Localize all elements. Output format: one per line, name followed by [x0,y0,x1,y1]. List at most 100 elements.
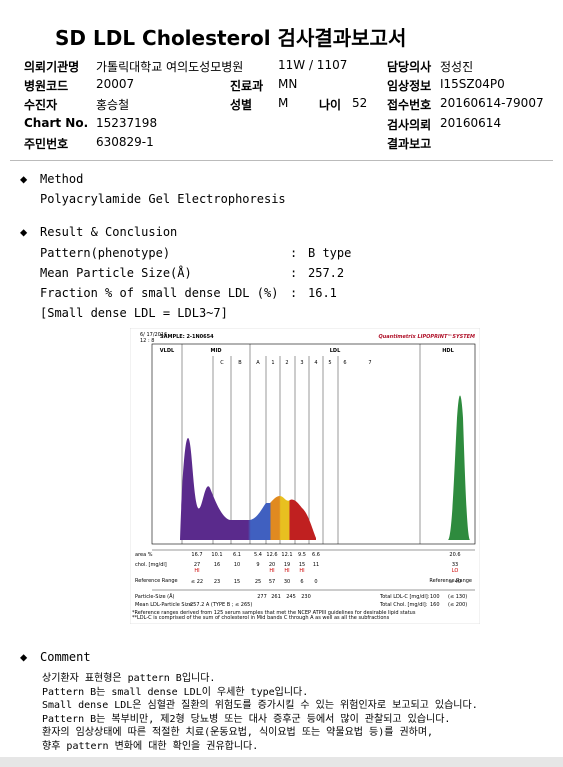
field-value: M [278,96,289,110]
comment-line: 환자의 임상상태에 따른 적절한 치료(운동요법, 식이요법 또는 약물요법 등… [42,727,434,738]
ldl-profile [180,438,316,540]
area-value: 10.1 [211,552,222,558]
total: 160 [430,602,440,608]
comment-line: Small dense LDL은 심혈관 질환의 위험도를 증가시킬 수 있는 … [42,700,478,711]
field-label: 주민번호 [24,137,69,151]
field-label: 검사의뢰 [387,118,432,132]
particle-value: 277 [257,594,267,600]
field-label: 진료과 [230,79,264,93]
area-value: 9.5 [298,552,306,558]
result-value: B type [308,246,352,260]
date: 6/ 17/2016 [140,332,167,338]
field-value: 630829-1 [96,135,154,149]
comment-line: Pattern B는 복부비만, 제2형 당뇨병 또는 대사 증후군 등에서 많… [42,713,451,725]
row-label: Particle-Size (Å) [135,593,175,600]
chol-value: 11 [313,562,319,568]
field-label: 의뢰기관명 [24,60,80,74]
mean-size: 257.2 A (TYPE B ; ≤ 265) [190,602,252,608]
flag: LO [452,568,459,574]
reference-value: 15 [234,579,240,585]
brand: Quantimetrix LIPOPRINT™SYSTEM [378,334,475,340]
chol-value: 10 [234,562,240,568]
band-label: A [256,360,260,366]
colon: : [290,246,298,260]
band-label: 2 [285,360,288,366]
text: Polyacrylamide Gel Electrophoresis [40,192,286,206]
region-label: VLDL [160,348,175,354]
total: Total Chol. [mg/dl]: [379,602,428,608]
result-label: Mean Particle Size(Å) [40,266,192,280]
field-label: Chart No. [24,116,89,130]
chol-value: 19 [284,562,290,568]
chol-value: 15 [299,562,305,568]
band-label: 1 [271,360,274,366]
reference-value: 30 [284,579,290,585]
area-value: 6.1 [233,552,241,558]
band-label: 3 [300,360,303,366]
area-value: 5.4 [254,552,262,558]
footer-bar [0,757,563,767]
chol-value: 20 [269,562,275,568]
row-label: Mean LDL-Particle Size: [135,602,194,608]
row-label: area % [135,552,153,558]
footnote: *Reference ranges derived from 125 serum… [132,610,416,616]
reference-value: 23 [214,579,220,585]
area-value: 12.1 [281,552,292,558]
row-label: chol. [mg/dl] [135,562,167,568]
reference-value: ≥ 40 [449,579,461,585]
area-value: 20.6 [449,552,460,558]
total: 100 [430,594,440,600]
field-label: 결과보고 [387,137,432,151]
particle-value: 230 [301,594,311,600]
field-value: 52 [352,96,368,110]
field-value: 20160614-79007 [440,96,544,110]
band-label: 6 [343,360,346,366]
flag: HI [284,568,289,574]
field-value: 가톨릭대학교 여의도성모병원 [96,60,244,74]
chol-value: 16 [214,562,220,568]
result-label: Fraction % of small dense LDL (%) [40,286,279,300]
field-value: 20160614 [440,116,502,130]
reference-value: 25 [255,579,261,585]
flag: HI [299,568,304,574]
area-value: 12.6 [266,552,277,558]
colon: : [290,266,298,280]
total: Total LDL-C [mg/dl]: [379,594,430,600]
field-value: MN [278,77,298,91]
chol-value: 33 [452,562,458,568]
chol-value: 9 [256,562,259,568]
title: SD LDL Cholesterol 검사결과보고서 [55,26,407,50]
field-label: 나이 [319,98,342,112]
hdl-peak [448,395,470,540]
area-value: 16.7 [191,552,202,558]
result-value: 16.1 [308,286,337,300]
field-value: 15237198 [96,116,158,130]
flag: HI [194,568,199,574]
band-label: 5 [328,360,331,366]
total: (≤ 130) [448,594,467,600]
field-value: I15SZ04P0 [440,77,505,91]
region-label: HDL [442,348,454,354]
divider [10,160,553,161]
field-value: 정성진 [440,60,474,74]
time: 12 : 8 [140,338,154,344]
comment-line: 향후 pattern 변화에 대한 확인을 권유합니다. [42,740,259,752]
bullet: ◆ [20,650,28,664]
band-label: C [220,360,224,366]
field-value: 홍승철 [96,98,130,112]
footnote: **LDL-C is comprised of the sum of chole… [132,615,390,621]
field-label: 접수번호 [387,98,432,112]
heading: Comment [40,650,91,664]
result-value: 257.2 [308,266,345,280]
field-label: 병원코드 [24,79,69,93]
heading: Method [40,172,84,186]
result-label: Pattern(phenotype) [40,246,171,260]
field-label: 임상정보 [387,79,432,93]
comment-line: 상기환자 표현형은 pattern B입니다. [42,673,216,684]
field-label: 수진자 [24,98,58,112]
field-label: 성별 [230,98,253,112]
particle-value: 261 [271,594,281,600]
field-value: 20007 [96,77,135,91]
note: [Small dense LDL = LDL3~7] [40,306,228,320]
colon: : [290,286,298,300]
